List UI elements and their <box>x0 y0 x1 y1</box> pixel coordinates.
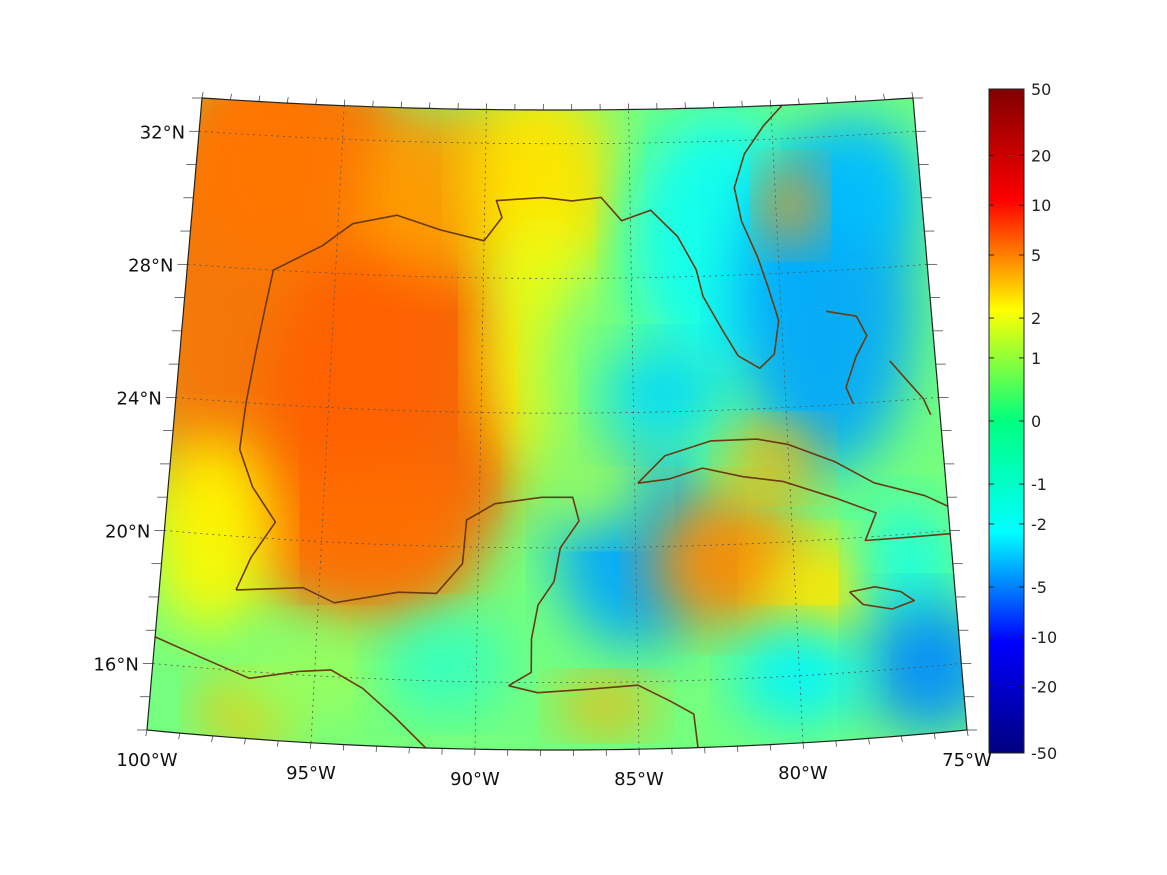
lon-tick <box>286 97 289 104</box>
meridian-line <box>628 109 640 750</box>
lon-tick <box>911 91 914 99</box>
field-blob <box>148 434 275 635</box>
lon-tick <box>315 98 317 105</box>
lon-tick <box>826 97 829 104</box>
longitude-labels: 100°W 95°W 90°W 85°W 80°W 75°W <box>116 750 992 790</box>
lon-tick <box>400 101 402 108</box>
latitude-label: 28°N <box>128 255 173 276</box>
field-blob <box>761 165 820 246</box>
colorbar-tick-label: 20 <box>1031 146 1051 165</box>
coastline-path <box>889 360 932 416</box>
latitude-label: 32°N <box>140 122 185 143</box>
field-blob <box>726 424 820 493</box>
field-blob <box>557 679 655 733</box>
longitude-label: 100°W <box>116 750 177 771</box>
meridian-line <box>474 109 487 750</box>
field-blob <box>470 98 616 279</box>
lon-tick <box>802 742 805 749</box>
lon-tick <box>741 100 743 107</box>
lon-tick <box>854 95 857 102</box>
meridian-line <box>310 105 345 743</box>
lon-tick <box>230 93 232 100</box>
lon-tick <box>901 735 903 742</box>
latitude-label: 16°N <box>93 655 138 676</box>
coastline <box>154 104 967 749</box>
longitude-label: 95°W <box>286 763 336 784</box>
field-blob <box>181 98 356 270</box>
colorbar-tick-label: 0 <box>1031 412 1041 431</box>
parallel-line <box>164 530 950 549</box>
lon-tick <box>277 740 279 747</box>
colorbar-tick-label: 10 <box>1031 196 1051 215</box>
longitude-label: 80°W <box>778 763 828 784</box>
lon-tick <box>309 742 312 749</box>
colorbar-tick-label: -10 <box>1031 628 1057 647</box>
graticule <box>152 105 962 750</box>
coastline-path <box>235 496 580 687</box>
field-blob <box>526 429 651 531</box>
lon-tick <box>211 735 213 742</box>
latitude-labels: 32°N 28°N 24°N 20°N 16°N <box>93 122 185 675</box>
colorbar-tick-label: -1 <box>1031 475 1047 494</box>
lon-tick <box>966 729 969 737</box>
lon-tick <box>798 98 800 105</box>
field-blob <box>379 613 509 715</box>
coastline-path <box>825 310 868 404</box>
lon-tick <box>178 733 181 740</box>
lon-tick <box>375 746 377 753</box>
lon-tick <box>372 100 374 107</box>
lon-tick <box>933 733 936 740</box>
lon-tick <box>835 740 837 747</box>
coastline-path <box>154 636 427 749</box>
lon-tick <box>201 91 204 99</box>
colorbar-tick-label: -20 <box>1031 678 1057 697</box>
lon-tick <box>343 99 346 106</box>
colorbar-tick-label: 2 <box>1031 309 1041 328</box>
field-blob <box>602 344 725 446</box>
longitude-label: 85°W <box>614 769 664 790</box>
map-ticks <box>137 91 977 756</box>
coastline-path <box>235 104 783 591</box>
lon-tick <box>244 738 246 745</box>
colorbar-tick-label: 1 <box>1031 349 1041 368</box>
field-blob <box>804 118 921 252</box>
latitude-label: 20°N <box>105 521 150 542</box>
lon-tick <box>342 744 345 751</box>
lon-tick <box>769 744 772 751</box>
lon-tick <box>145 729 148 737</box>
lon-tick <box>883 93 885 100</box>
lon-tick <box>769 99 772 106</box>
parallel-line <box>175 397 939 414</box>
colorbar-tick-label: -50 <box>1031 744 1057 763</box>
lon-tick <box>868 738 870 745</box>
lon-tick <box>258 95 261 102</box>
longitude-label: 90°W <box>450 769 500 790</box>
coastline-path <box>508 684 699 748</box>
colorbar-ramp <box>988 88 1025 754</box>
colorbar-tick-label: -5 <box>1031 578 1047 597</box>
field-blob <box>864 599 967 734</box>
colorbar-tick-label: 50 <box>1031 80 1051 99</box>
latitude-label: 24°N <box>117 388 162 409</box>
colorbar-tick-label: 5 <box>1031 246 1041 265</box>
meridian-line <box>770 105 804 743</box>
coastline-path <box>849 586 915 610</box>
longitude-label: 75°W <box>942 750 992 771</box>
colorbar-tick-label: -2 <box>1031 515 1047 534</box>
